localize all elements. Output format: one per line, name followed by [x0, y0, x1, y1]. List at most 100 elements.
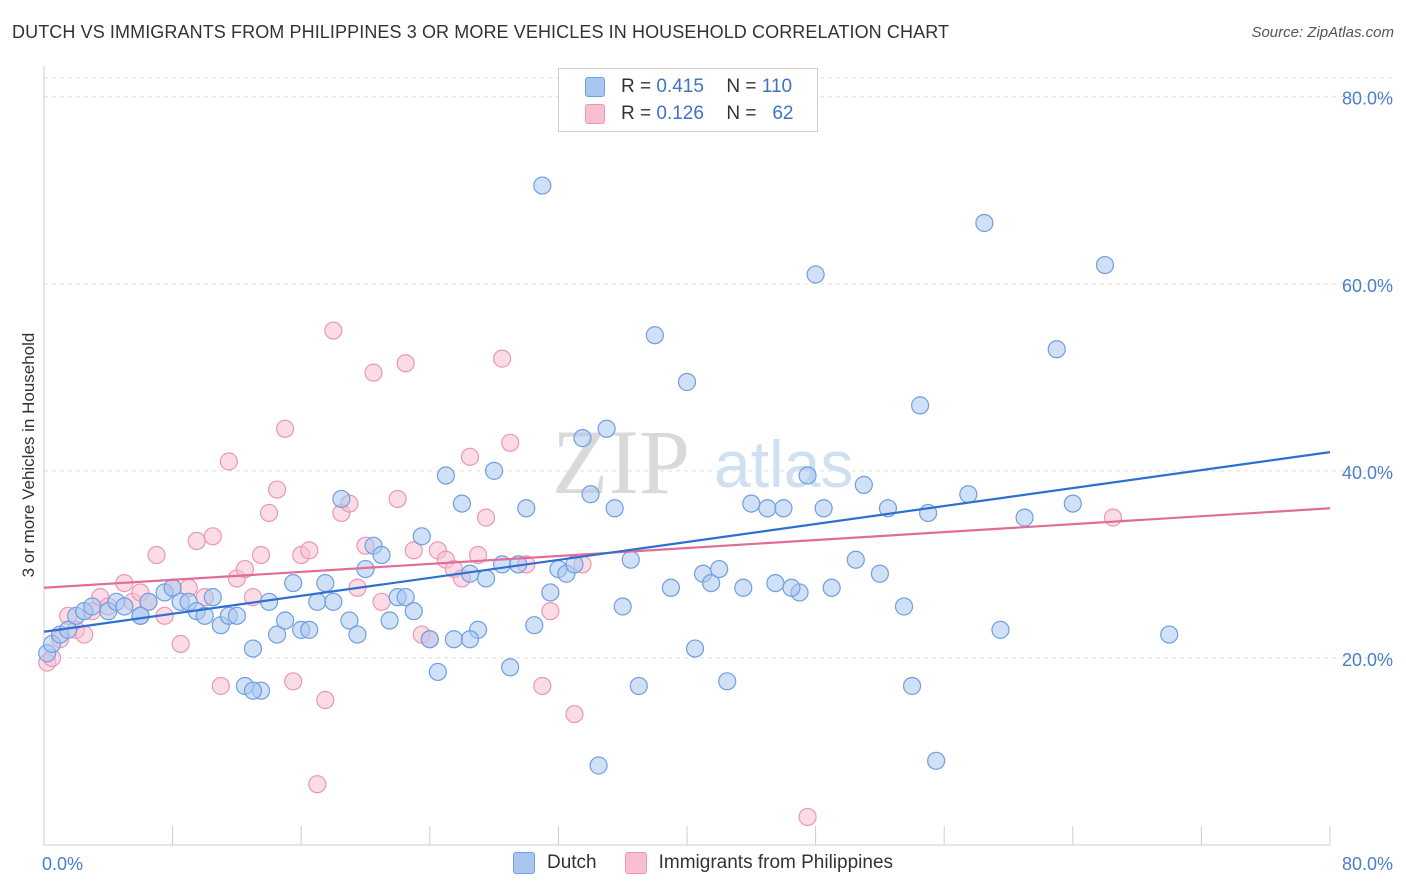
philippines-point [308, 775, 327, 794]
dutch-point [284, 573, 303, 593]
dutch-point [814, 499, 833, 518]
dutch-r-value: 0.415 [656, 76, 704, 97]
philippines-point [476, 508, 496, 527]
dutch-point [380, 611, 399, 630]
philippines-point [187, 531, 206, 551]
dutch-point [1047, 340, 1066, 359]
philippines-swatch [585, 104, 605, 124]
dutch-point [195, 606, 214, 625]
philippines-point [203, 527, 222, 546]
dutch-point [734, 578, 753, 597]
x-tick-label: 0.0% [42, 854, 83, 874]
philippines-legend-label: Immigrants from Philippines [658, 852, 894, 873]
legend-item-philippines: Immigrants from Philippines [624, 852, 894, 874]
dutch-point [959, 485, 978, 504]
philippines-point [219, 452, 238, 471]
dutch-point [267, 625, 287, 644]
dutch-point [806, 265, 825, 284]
chart-title: DUTCH VS IMMIGRANTS FROM PHILIPPINES 3 O… [12, 22, 950, 42]
legend-row-dutch: R = 0.415 N = 110 [585, 75, 792, 99]
dutch-point [1015, 508, 1034, 527]
dutch-point [975, 213, 994, 233]
dutch-point [1160, 625, 1179, 644]
source-label: Source: ZipAtlas.com [1251, 24, 1394, 41]
watermark: ZIP atlas [552, 411, 853, 513]
dutch-point [927, 751, 946, 770]
dutch-point [412, 527, 431, 546]
philippines-point [300, 541, 319, 560]
dutch-trend-line [43, 451, 1331, 633]
dutch-point [910, 396, 930, 415]
philippines-point [798, 807, 817, 827]
legend-item-dutch: Dutch [512, 852, 597, 874]
dutch-point [139, 592, 158, 611]
dutch-point [846, 550, 865, 569]
dutch-swatch [585, 77, 605, 97]
dutch-point [348, 625, 367, 644]
philippines-point [1103, 508, 1123, 527]
y-tick-label: 40.0% [1342, 463, 1393, 483]
dutch-point [822, 578, 841, 597]
philippines-point [468, 545, 488, 565]
philippines-point [533, 676, 552, 696]
n-label: N = [726, 103, 757, 124]
philippines-trend-line [43, 507, 1331, 589]
dutch-point [243, 681, 263, 700]
series-legend: Dutch Immigrants from Philippines [0, 852, 1406, 874]
axes [43, 66, 1331, 846]
dutch-points [38, 176, 1179, 775]
dutch-point [517, 499, 536, 518]
y-axis-label: 3 or more Vehicles in Household [19, 333, 38, 578]
dutch-point [902, 676, 922, 696]
dutch-point [581, 485, 600, 504]
philippines-point [404, 541, 423, 560]
dutch-point [444, 630, 464, 649]
dutch-point [83, 597, 102, 616]
philippines-point [147, 545, 166, 565]
dutch-point [597, 419, 616, 438]
philippines-point [324, 321, 343, 340]
dutch-legend-swatch [512, 852, 535, 874]
philippines-point [211, 676, 230, 696]
dutch-point [436, 466, 455, 485]
dutch-point [404, 602, 423, 621]
correlation-legend: R = 0.415 N = 110 R = 0.126 N = 62 [558, 68, 818, 132]
dutch-point [541, 583, 560, 602]
philippines-point [75, 625, 94, 644]
trend-lines [43, 451, 1331, 633]
legend-row-philippines: R = 0.126 N = 62 [585, 102, 793, 126]
philippines-point [372, 592, 391, 611]
dutch-point [758, 499, 777, 518]
dutch-point [718, 672, 737, 691]
y-tick-label: 20.0% [1342, 650, 1393, 670]
philippines-point [565, 704, 584, 724]
philippines-legend-swatch [624, 852, 647, 874]
dutch-point [991, 620, 1010, 639]
philippines-r-value: 0.126 [656, 103, 704, 124]
dutch-point [131, 606, 150, 625]
dutch-point [460, 630, 480, 649]
dutch-point [396, 588, 415, 607]
dutch-point [525, 616, 544, 635]
dutch-point [115, 597, 134, 616]
dutch-point [573, 429, 592, 448]
dutch-point [605, 499, 624, 518]
philippines-point [388, 489, 407, 509]
dutch-point [276, 611, 295, 630]
dutch-point [677, 372, 697, 392]
dutch-point [372, 545, 391, 565]
philippines-point [259, 503, 279, 523]
dutch-point [798, 466, 817, 485]
dutch-point [661, 578, 681, 597]
dutch-point [428, 662, 447, 682]
philippines-point [493, 349, 512, 368]
philippines-point [396, 354, 415, 373]
philippines-points [38, 321, 1123, 827]
dutch-point [420, 630, 439, 649]
dutch-point [870, 564, 890, 583]
dutch-point [742, 494, 761, 513]
dutch-point [710, 559, 729, 579]
tick-labels: 20.0% 40.0% 60.0% 80.0% 0.0% 80.0% [42, 89, 1393, 874]
philippines-point [316, 690, 335, 710]
philippines-n-value: 62 [772, 103, 794, 124]
